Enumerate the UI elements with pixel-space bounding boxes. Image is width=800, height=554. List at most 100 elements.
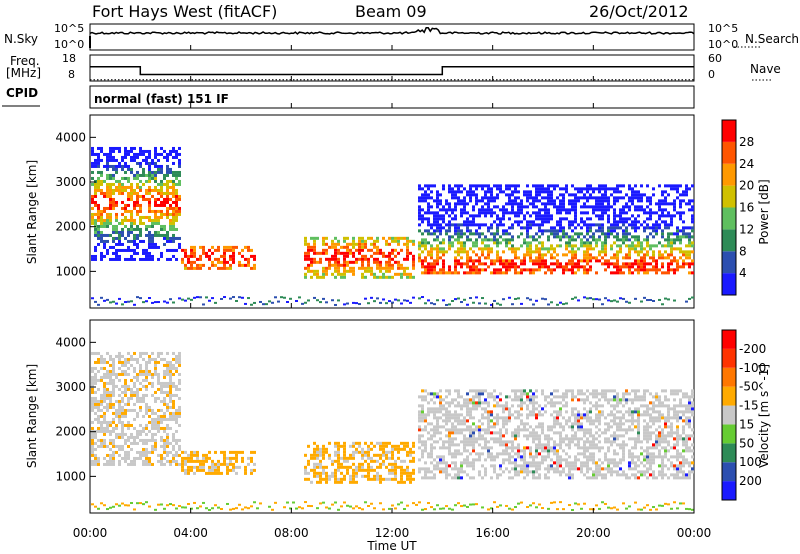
echo-cell — [166, 301, 169, 304]
echo-cell — [442, 467, 445, 471]
echo-cell — [370, 477, 373, 481]
echo-cell — [427, 502, 430, 505]
echo-cell — [154, 185, 157, 189]
echo-cell — [616, 250, 619, 254]
echo-cell — [442, 271, 445, 275]
echo-cell — [121, 360, 124, 364]
echo-cell — [511, 262, 514, 266]
echo-cell — [409, 450, 412, 454]
echo-cell — [667, 241, 670, 245]
echo-cell — [505, 244, 508, 248]
echo-cell — [442, 413, 445, 417]
echo-cell — [319, 465, 322, 469]
echo-cell — [109, 245, 112, 249]
echo-cell — [403, 468, 406, 472]
echo-cell — [103, 387, 106, 391]
echo-cell — [163, 441, 166, 445]
echo-cell — [613, 241, 616, 245]
echo-cell — [130, 182, 133, 186]
echo-cell — [505, 259, 508, 263]
echo-cell — [328, 507, 331, 510]
echo-cell — [106, 405, 109, 409]
echo-cell — [121, 230, 124, 234]
echo-cell — [631, 226, 634, 230]
echo-cell — [154, 188, 157, 192]
echo-cell — [583, 473, 586, 477]
echo-cell — [682, 250, 685, 254]
echo-cell — [427, 211, 430, 215]
echo-cell — [94, 230, 97, 234]
echo-cell — [235, 450, 238, 454]
echo-cell — [523, 241, 526, 245]
echo-cell — [463, 208, 466, 212]
echo-cell — [502, 404, 505, 408]
echo-cell — [424, 416, 427, 420]
echo-cell — [436, 461, 439, 465]
echo-cell — [517, 431, 520, 435]
echo-cell — [124, 203, 127, 207]
echo-cell — [514, 506, 517, 509]
echo-cell — [457, 467, 460, 471]
echo-cell — [406, 254, 409, 258]
echo-cell — [178, 351, 181, 355]
echo-cell — [343, 450, 346, 454]
echo-cell — [487, 410, 490, 414]
echo-cell — [481, 434, 484, 438]
echo-cell — [421, 238, 424, 242]
echo-cell — [502, 416, 505, 420]
echo-cell — [139, 297, 142, 300]
echo-cell — [352, 301, 355, 304]
echo-cell — [163, 396, 166, 400]
echo-cell — [424, 241, 427, 245]
echo-cell — [544, 271, 547, 275]
echo-cell — [253, 257, 256, 261]
echo-cell — [484, 247, 487, 251]
echo-cell — [538, 250, 541, 254]
echo-cell — [100, 429, 103, 433]
echo-cell — [118, 221, 121, 225]
echo-cell — [544, 262, 547, 266]
echo-cell — [574, 395, 577, 399]
echo-cell — [157, 354, 160, 358]
echo-cell — [550, 226, 553, 230]
echo-cell — [175, 152, 178, 156]
echo-cell — [145, 254, 148, 258]
echo-cell — [571, 389, 574, 393]
echo-cell — [532, 437, 535, 441]
echo-cell — [556, 229, 559, 233]
echo-cell — [628, 253, 631, 257]
echo-cell — [538, 425, 541, 429]
echo-cell — [121, 158, 124, 162]
echo-cell — [463, 202, 466, 206]
echo-cell — [421, 232, 424, 236]
echo-cell — [601, 241, 604, 245]
echo-cell — [133, 375, 136, 379]
echo-cell — [115, 375, 118, 379]
echo-cell — [178, 164, 181, 168]
echo-cell — [154, 444, 157, 448]
y-tick-label: 2000 — [55, 220, 86, 234]
echo-cell — [229, 450, 232, 454]
echo-cell — [517, 184, 520, 188]
echo-cell — [583, 205, 586, 209]
echo-cell — [679, 241, 682, 245]
echo-cell — [481, 422, 484, 426]
echo-cell — [133, 426, 136, 430]
echo-cell — [172, 405, 175, 409]
echo-cell — [154, 447, 157, 451]
echo-cell — [172, 254, 175, 258]
echo-cell — [349, 453, 352, 457]
echo-cell — [592, 211, 595, 215]
echo-cell — [469, 398, 472, 402]
echo-cell — [589, 476, 592, 480]
echo-cell — [433, 410, 436, 414]
echo-cell — [547, 190, 550, 194]
echo-cell — [460, 190, 463, 194]
echo-cell — [136, 387, 139, 391]
echo-cell — [346, 254, 349, 258]
echo-cell — [409, 239, 412, 243]
echo-cell — [439, 455, 442, 459]
echo-cell — [121, 200, 124, 204]
echo-cell — [475, 296, 478, 299]
echo-cell — [91, 257, 94, 261]
